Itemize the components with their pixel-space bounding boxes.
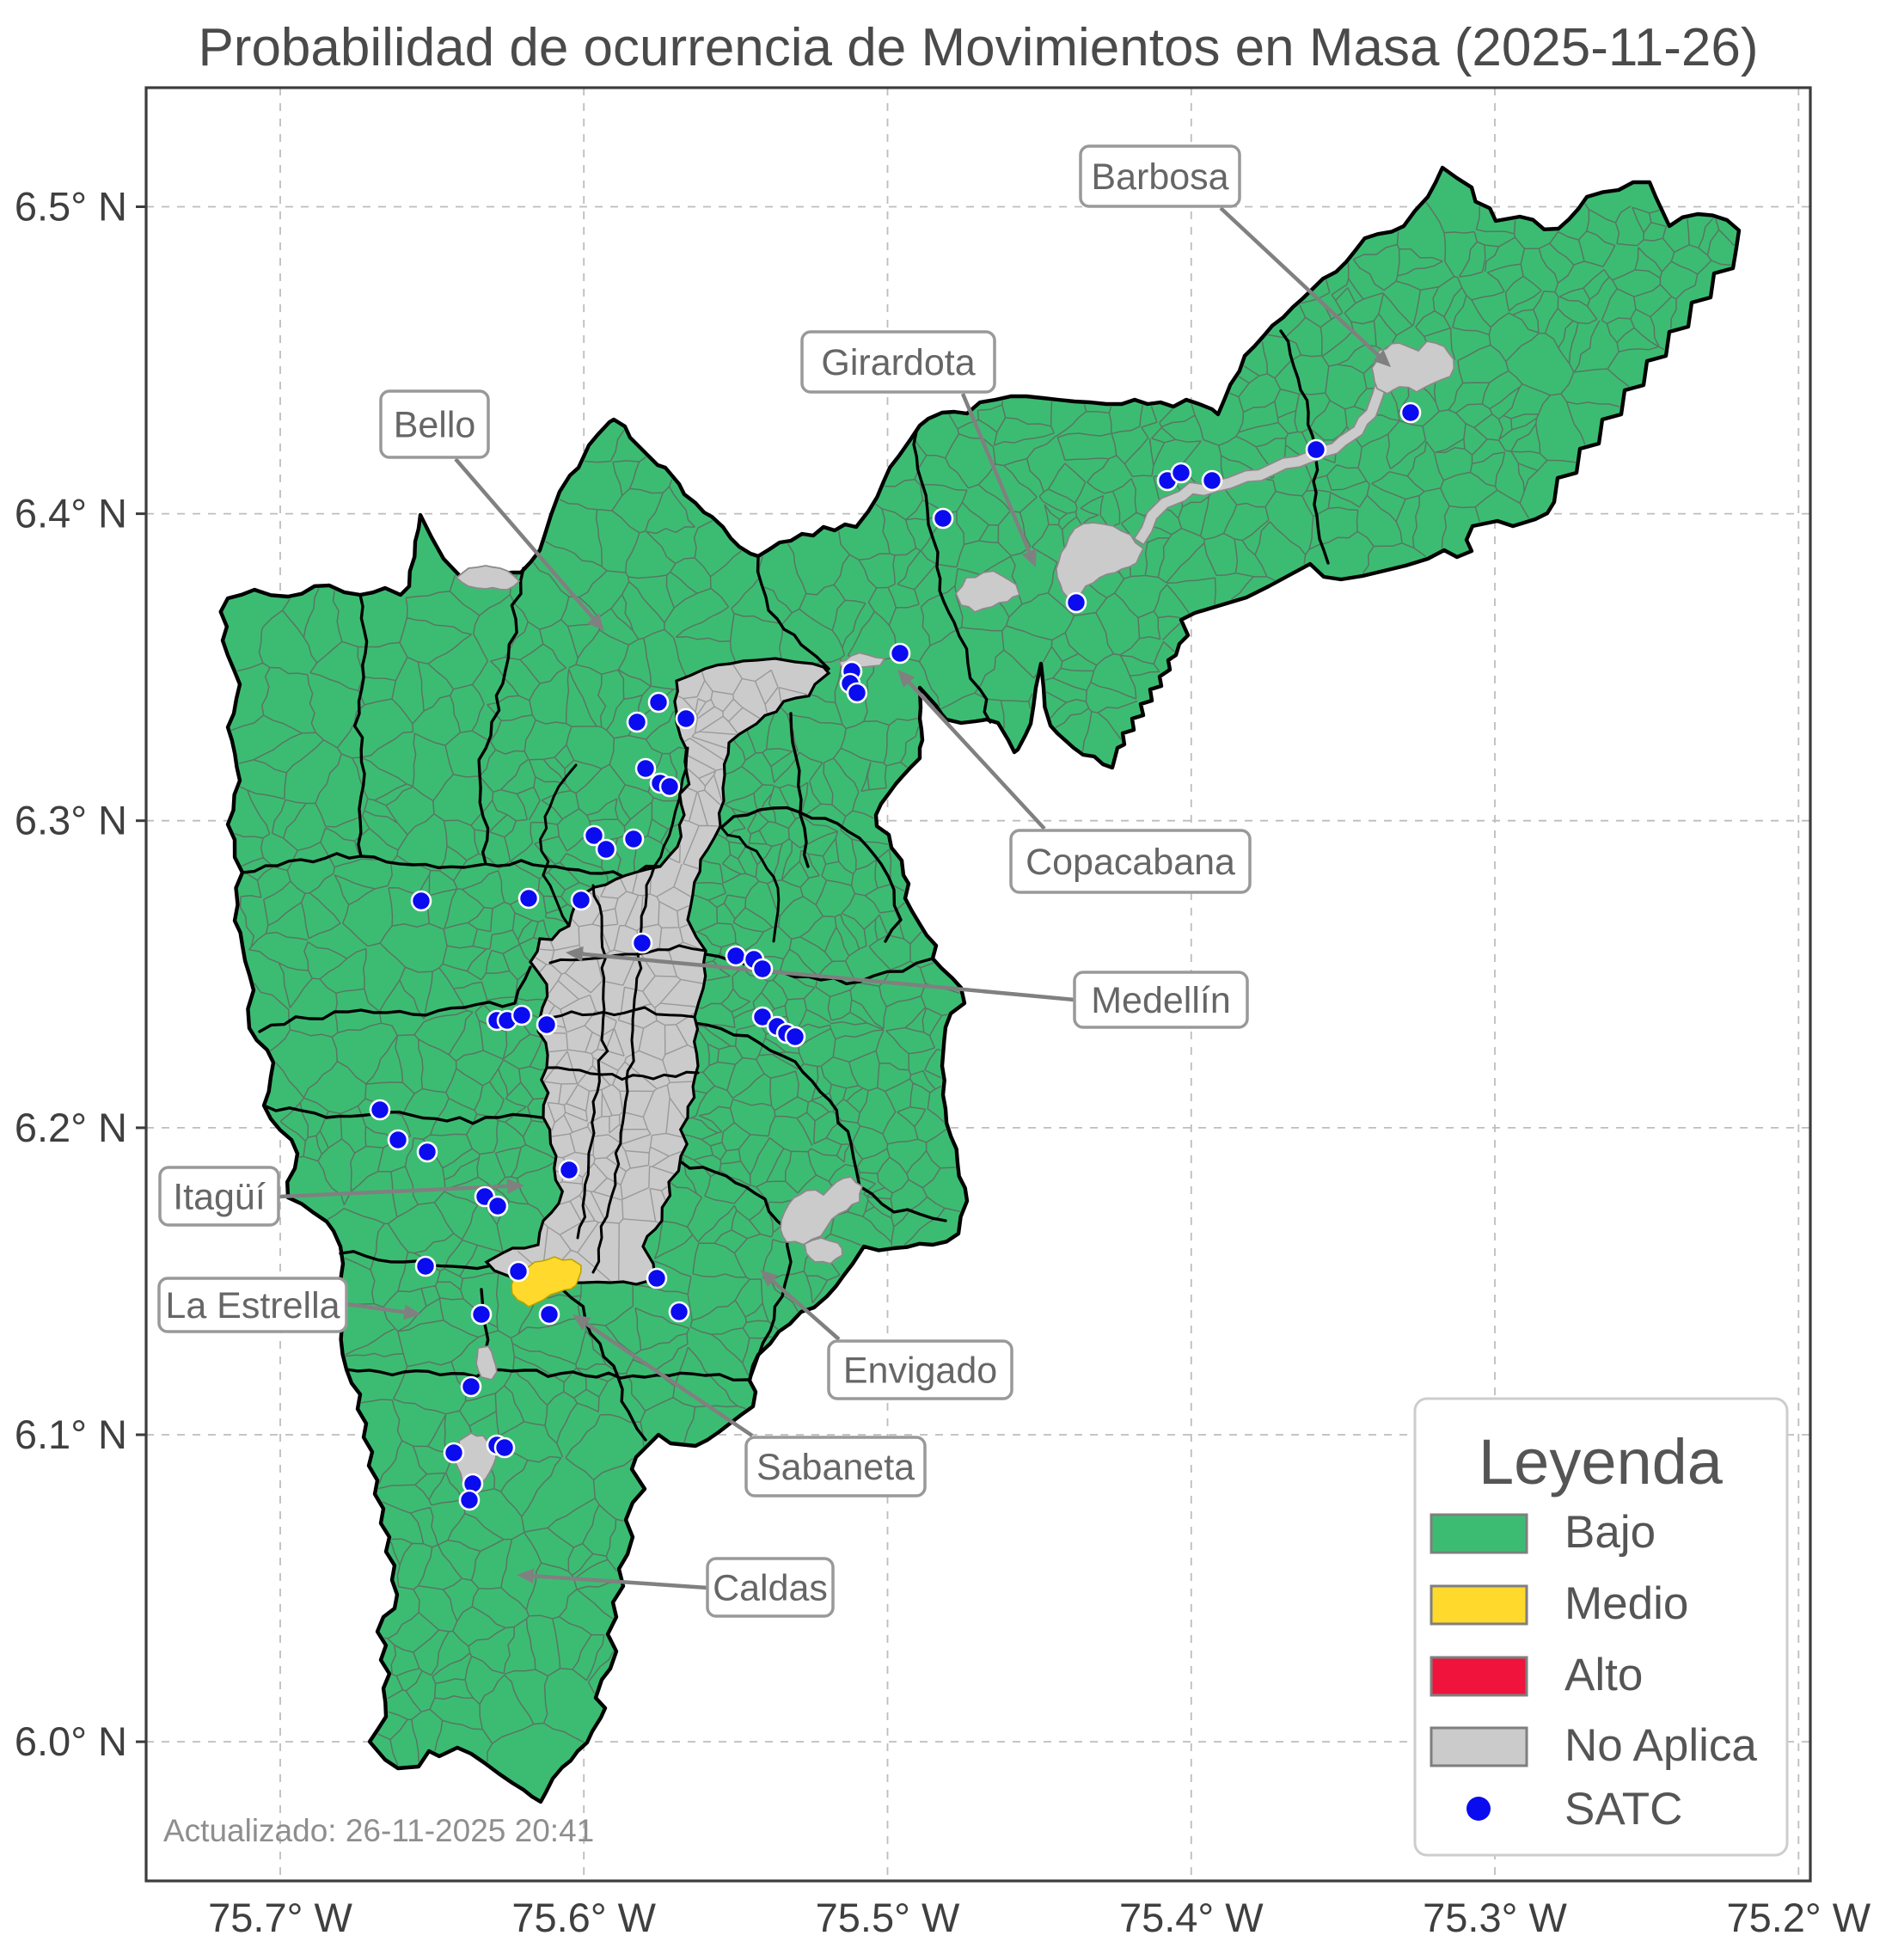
svg-text:Caldas: Caldas	[713, 1568, 828, 1609]
svg-text:6.2° N: 6.2° N	[15, 1105, 127, 1150]
svg-text:75.4° W: 75.4° W	[1119, 1895, 1264, 1940]
svg-text:Envigado: Envigado	[843, 1351, 997, 1392]
svg-text:Copacabana: Copacabana	[1026, 842, 1235, 883]
svg-text:75.5° W: 75.5° W	[816, 1895, 960, 1940]
svg-text:No Aplica: No Aplica	[1564, 1720, 1757, 1771]
svg-text:Bello: Bello	[394, 405, 476, 446]
svg-text:6.4° N: 6.4° N	[15, 491, 127, 536]
svg-text:La Estrella: La Estrella	[165, 1285, 340, 1326]
svg-text:SATC: SATC	[1564, 1784, 1682, 1834]
svg-text:75.2° W: 75.2° W	[1726, 1895, 1871, 1940]
svg-text:Leyenda: Leyenda	[1479, 1426, 1724, 1498]
svg-text:Girardota: Girardota	[821, 342, 975, 383]
svg-text:6.0° N: 6.0° N	[15, 1718, 127, 1764]
svg-text:75.3° W: 75.3° W	[1423, 1895, 1567, 1940]
svg-text:Medellín: Medellín	[1091, 980, 1231, 1021]
svg-text:75.6° W: 75.6° W	[511, 1895, 656, 1940]
svg-text:Probabilidad de ocurrencia de: Probabilidad de ocurrencia de Movimiento…	[198, 18, 1758, 77]
svg-text:Alto: Alto	[1564, 1650, 1643, 1700]
svg-text:75.7° W: 75.7° W	[208, 1895, 352, 1940]
svg-text:Itagüí: Itagüí	[173, 1177, 266, 1218]
svg-text:Sabaneta: Sabaneta	[756, 1447, 915, 1488]
svg-text:6.5° N: 6.5° N	[15, 184, 127, 230]
svg-text:6.3° N: 6.3° N	[15, 798, 127, 843]
svg-text:6.1° N: 6.1° N	[15, 1412, 127, 1457]
svg-text:Barbosa: Barbosa	[1091, 156, 1228, 198]
svg-text:Actualizado: 26-11-2025 20:41: Actualizado: 26-11-2025 20:41	[163, 1813, 594, 1848]
svg-text:Bajo: Bajo	[1564, 1507, 1656, 1558]
svg-text:Medio: Medio	[1564, 1578, 1688, 1629]
